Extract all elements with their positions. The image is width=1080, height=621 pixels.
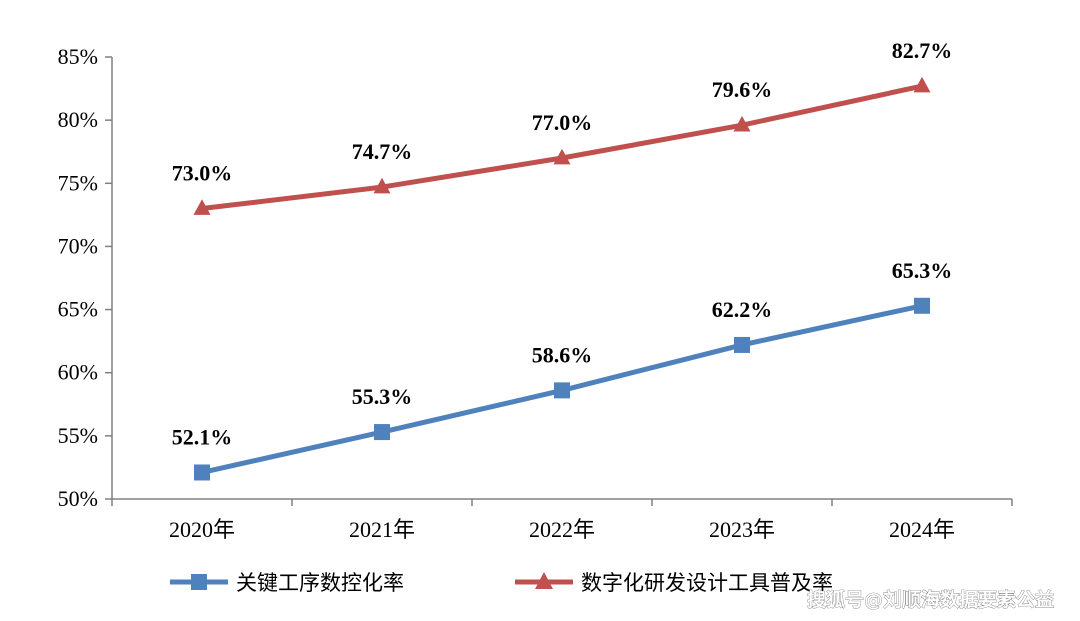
data-point-triangle xyxy=(193,199,211,215)
y-tick-label: 60% xyxy=(58,360,98,385)
axes: 50% 55% 60% 65% 70% 75% 80% 85% 2020年 2021年 2022年 2… xyxy=(58,44,1013,542)
y-tick-label: 70% xyxy=(58,233,98,258)
data-point-square xyxy=(374,424,390,441)
data-point-triangle xyxy=(373,177,391,194)
legend-item-1: 关键工序数控化率 xyxy=(170,571,404,595)
data-point-triangle xyxy=(913,76,931,93)
series-group xyxy=(193,76,931,481)
legend: 关键工序数控化率 数字化研发设计工具普及率 xyxy=(170,571,833,595)
data-label: 65.3% xyxy=(892,258,953,283)
data-label: 58.6% xyxy=(532,342,593,367)
data-label: 77.0% xyxy=(532,110,593,135)
data-point-square xyxy=(734,336,750,353)
data-label: 82.7% xyxy=(892,38,953,63)
legend-label: 关键工序数控化率 xyxy=(236,571,404,595)
y-tick-label: 65% xyxy=(58,297,98,322)
y-tick-label: 50% xyxy=(58,486,98,511)
data-label: 55.3% xyxy=(352,384,413,409)
x-tick-label: 2023年 xyxy=(709,517,775,542)
y-tick-label: 80% xyxy=(58,107,98,132)
data-label: 74.7% xyxy=(352,139,413,164)
data-labels: 52.1% 55.3% 58.6% 62.2% 65.3% 73.0% 74.7% 77.0%… xyxy=(172,38,953,449)
y-tick-label: 85% xyxy=(58,44,98,69)
data-point-square xyxy=(914,297,930,314)
y-tick-label: 55% xyxy=(58,423,98,448)
legend-label: 数字化研发设计工具普及率 xyxy=(581,571,833,595)
watermark-text: 搜狐号@刘顺海数据要素公益 xyxy=(807,588,1054,611)
data-label: 79.6% xyxy=(712,77,773,102)
x-tick-label: 2024年 xyxy=(889,517,955,542)
data-label: 62.2% xyxy=(712,297,773,322)
data-point-square xyxy=(554,382,570,399)
data-point-triangle xyxy=(553,148,571,165)
x-tick-label: 2021年 xyxy=(349,517,415,542)
legend-marker-triangle xyxy=(535,572,553,589)
legend-item-2: 数字化研发设计工具普及率 xyxy=(515,571,833,595)
data-label: 52.1% xyxy=(172,424,233,449)
data-point-square xyxy=(194,464,210,481)
series-line-2 xyxy=(199,83,925,212)
x-tick-label: 2022年 xyxy=(529,517,595,542)
y-tick-label: 75% xyxy=(58,170,98,195)
x-tick-label: 2020年 xyxy=(169,517,235,542)
data-label: 73.0% xyxy=(172,161,233,186)
data-point-triangle xyxy=(733,115,751,132)
legend-marker-square xyxy=(191,574,207,590)
